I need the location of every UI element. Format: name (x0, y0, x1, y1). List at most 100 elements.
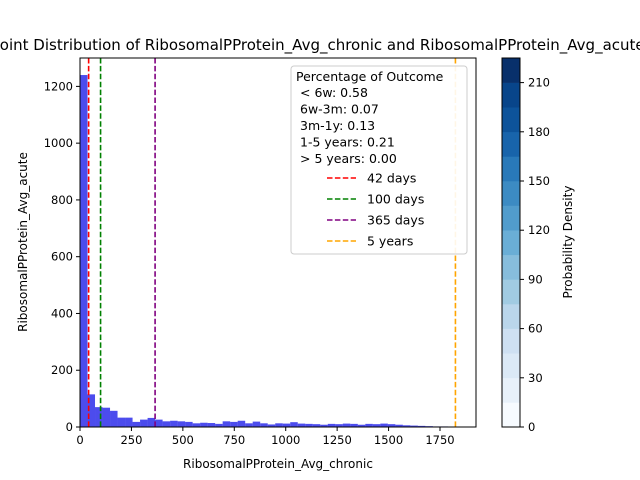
bar (102, 407, 111, 427)
colorbar-label: Probability Density (561, 186, 575, 299)
colorbar-tick-label: 60 (528, 322, 543, 336)
legend-stat: 6w-3m: 0.07 (300, 102, 379, 117)
colorbar-cell (502, 328, 520, 354)
legend-stat: 1-5 years: 0.21 (300, 135, 395, 150)
bar (87, 394, 96, 427)
plot-area: 0 250 500 750 1000 1250 1500 1750 0 200 400 600 800… (44, 57, 477, 447)
bar (177, 421, 186, 427)
bar (350, 423, 358, 427)
bar (297, 423, 306, 427)
chart-title: Joint Distribution of RibosomalPProtein_… (0, 36, 640, 55)
y-axis-label: RibosomalPProtein_Avg_acute (16, 152, 30, 332)
bar (372, 424, 381, 427)
bar (80, 75, 88, 428)
x-axis-ticks: 0 250 500 750 1000 1250 1500 1750 (76, 427, 455, 447)
colorbar-cell (502, 279, 520, 305)
bar (260, 423, 268, 427)
x-tick-label: 1500 (374, 433, 403, 447)
colorbar-tick-label: 210 (528, 76, 550, 90)
bar (155, 419, 163, 427)
histogram-bars (80, 75, 456, 428)
legend-entry-label: 5 years (367, 234, 413, 249)
legend-entry-label: 365 days (367, 213, 424, 228)
bar (200, 422, 208, 427)
colorbar-frame (501, 57, 521, 428)
legend-entry-label: 100 days (367, 192, 424, 207)
bar (327, 423, 336, 427)
bar (162, 421, 171, 427)
bar (215, 423, 223, 427)
colorbar-tick-label: 150 (528, 174, 550, 188)
bar (282, 423, 291, 427)
x-tick-label: 1250 (323, 433, 352, 447)
x-tick-label: 500 (172, 433, 194, 447)
bar (95, 407, 103, 427)
bar (140, 419, 148, 427)
y-tick-label: 400 (51, 306, 73, 320)
bar (290, 422, 298, 427)
bar (207, 423, 216, 427)
y-tick-label: 800 (51, 193, 73, 207)
colorbar: 0 30 60 90 120 150 180 210 Probability Density (501, 57, 575, 434)
bar (267, 424, 276, 427)
colorbar-tick-label: 90 (528, 272, 543, 286)
legend-stat: 3m-1y: 0.13 (300, 118, 375, 133)
y-axis-ticks: 0 200 400 600 800 1000 1200 (44, 79, 80, 434)
colorbar-tick-label: 30 (528, 371, 543, 385)
colorbar-cell (502, 107, 520, 133)
bar (185, 421, 193, 427)
x-tick-label: 250 (120, 433, 142, 447)
y-tick-label: 1200 (44, 79, 73, 93)
colorbar-cell (502, 377, 520, 403)
bar (222, 421, 231, 427)
bar (417, 425, 426, 427)
bar (252, 421, 261, 427)
colorbar-cell (502, 131, 520, 157)
bar (230, 421, 238, 427)
legend-stat: < 6w: 0.58 (300, 85, 368, 100)
y-tick-label: 600 (51, 250, 73, 264)
colorbar-cell (502, 304, 520, 329)
bar (365, 423, 373, 427)
colorbar-cell (502, 156, 520, 182)
legend-stat: > 5 years: 0.00 (300, 151, 397, 166)
colorbar-cell (502, 402, 520, 428)
bar (192, 423, 201, 427)
colorbar-cell (502, 82, 520, 108)
bar (357, 424, 366, 427)
bar (335, 424, 343, 427)
bar (402, 425, 411, 427)
colorbar-tick-label: 120 (528, 223, 550, 237)
bar (342, 423, 351, 427)
legend: Percentage of Outcome < 6w: 0.58 6w-3m: 0… (290, 65, 468, 255)
x-tick-label: 1000 (271, 433, 300, 447)
bar (395, 424, 403, 427)
x-axis-label: RibosomalPProtein_Avg_chronic (183, 457, 373, 471)
colorbar-cell (502, 205, 520, 231)
y-tick-label: 200 (51, 363, 73, 377)
bar (305, 423, 313, 427)
x-tick-label: 750 (223, 433, 245, 447)
colorbar-cell (502, 58, 520, 83)
legend-box (290, 65, 468, 255)
legend-entry-label: 42 days (367, 171, 416, 186)
colorbar-tick-label: 180 (528, 125, 550, 139)
bar (410, 425, 418, 427)
colorbar-tick-label: 0 (528, 420, 535, 434)
bar (125, 417, 133, 427)
colorbar-cell (502, 353, 520, 379)
bar (110, 410, 118, 427)
bar (320, 424, 328, 427)
bar (117, 417, 126, 427)
y-tick-label: 0 (66, 420, 73, 434)
bar (380, 423, 388, 427)
bar (170, 420, 178, 427)
colorbar-cell (502, 254, 520, 280)
bar (275, 423, 283, 427)
colorbar-cell (502, 181, 520, 206)
bar (237, 420, 246, 427)
bar (245, 423, 253, 427)
plot-frame (79, 57, 477, 428)
colorbar-cell (502, 230, 520, 256)
